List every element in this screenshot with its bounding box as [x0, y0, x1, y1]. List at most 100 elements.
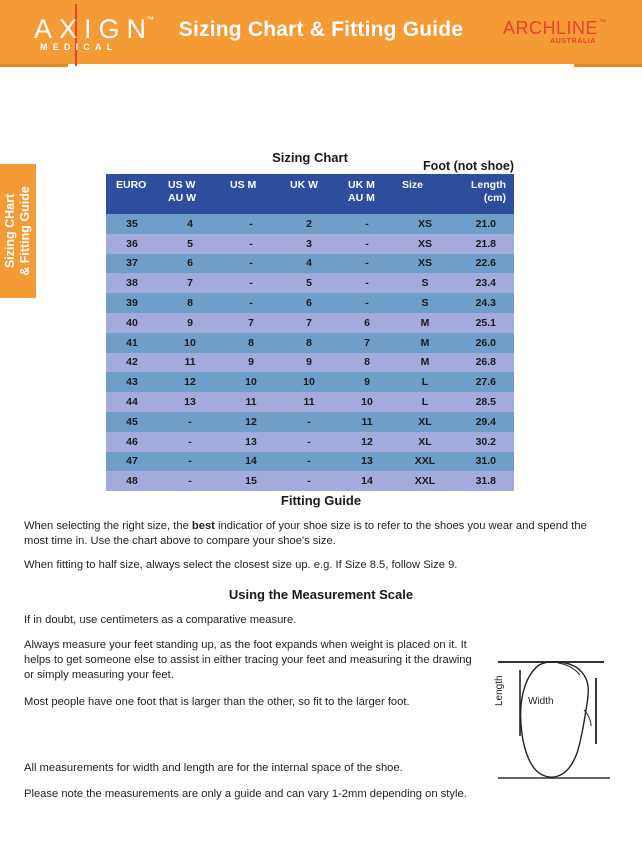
- column-header-us-m-label: US M: [230, 179, 257, 191]
- table-cell: -: [158, 411, 222, 432]
- table-cell: 9: [158, 312, 222, 333]
- table-cell: 24.3: [454, 293, 514, 313]
- table-cell: 11: [158, 352, 222, 373]
- axign-logo: AXIGN ™ MEDICAL: [28, 4, 178, 66]
- table-cell: 10: [222, 372, 280, 393]
- table-cell: 8: [158, 293, 222, 313]
- fitting-guide-paragraph-1: When selecting the right size, the best …: [24, 519, 594, 549]
- archline-logo-trademark-icon: ™: [599, 19, 606, 26]
- table-cell: 12: [338, 431, 396, 452]
- foot-diagram-length-label: Length: [494, 675, 505, 706]
- table-cell: 11: [222, 392, 280, 412]
- table-row: 42 11 9 9 8 M 26.8: [106, 352, 514, 373]
- foot-outline-icon: [498, 661, 610, 779]
- column-header-length: Length (cm): [454, 174, 514, 214]
- table-row: 46-13-12 XL 30.2: [106, 431, 514, 452]
- table-cell: 8: [280, 332, 338, 353]
- side-tab-sizing-chart: Sizing CHart & Fitting Guide: [0, 164, 36, 298]
- table-cell: 3: [280, 233, 338, 254]
- table-cell: -: [280, 471, 338, 492]
- table-cell: XXL: [396, 451, 454, 472]
- table-cell: 30.2: [454, 431, 514, 452]
- table-cell: 5: [280, 273, 338, 294]
- table-cell: -: [222, 233, 280, 254]
- archline-logo-wordmark: ARCHLINE: [502, 18, 598, 38]
- table-row: 45-12-11 XL 29.4: [106, 411, 514, 432]
- table-row: 38 7-5- S 23.4: [106, 273, 514, 294]
- table-cell: 46: [106, 431, 158, 452]
- table-header-row: EURO US W AU W US M UK W UK M AU M Size: [106, 174, 514, 214]
- measurement-paragraph-5: Please note the measurements are only a …: [24, 788, 467, 800]
- table-cell: 13: [158, 392, 222, 412]
- table-cell: 14: [222, 451, 280, 472]
- page-title: Sizing Chart & Fitting Guide: [178, 18, 464, 41]
- table-cell: 23.4: [454, 273, 514, 294]
- table-cell: 28.5: [454, 392, 514, 412]
- table-cell: 44: [106, 392, 158, 412]
- table-cell: 7: [338, 332, 396, 353]
- table-row: 39 8-6- S 24.3: [106, 293, 514, 313]
- table-cell: 36: [106, 233, 158, 254]
- table-cell: -: [222, 293, 280, 313]
- measurement-paragraph-4: All measurements for width and length ar…: [24, 762, 403, 774]
- table-cell: 35: [106, 214, 158, 234]
- table-row: 41 10 8 8 7 M 26.0: [106, 332, 514, 353]
- table-cell: 39: [106, 293, 158, 313]
- table-cell: M: [396, 352, 454, 373]
- table-cell: -: [338, 214, 396, 234]
- table-cell: 15: [222, 471, 280, 492]
- table-cell: 4: [280, 253, 338, 274]
- fitting-guide-paragraph-2: When fitting to half size, always select…: [24, 559, 458, 571]
- table-cell: 8: [222, 332, 280, 353]
- fitting-guide-p1-emphasis: best: [191, 520, 215, 532]
- foot-measurement-diagram: Width Length: [492, 648, 634, 784]
- table-cell: XS: [396, 253, 454, 274]
- table-cell: 7: [280, 312, 338, 333]
- measurement-paragraph-3: Most people have one foot that is larger…: [24, 696, 410, 708]
- table-cell: -: [338, 293, 396, 313]
- table-row: 35 4-2- XS 21.0: [106, 214, 514, 234]
- axign-logo-red-bar: [75, 4, 77, 66]
- side-tab-label-line2: & Fitting Guide: [18, 186, 32, 276]
- header-divider-left-segment: [0, 64, 68, 67]
- foot-not-shoe-label: Foot (not shoe): [423, 159, 514, 173]
- header-divider-right-segment: [574, 64, 642, 67]
- table-cell: 2: [280, 214, 338, 234]
- table-row: 37 6-4- XS 22.6: [106, 253, 514, 274]
- table-row: 48-15-14 XXL 31.8: [106, 471, 514, 492]
- table-cell: 25.1: [454, 312, 514, 333]
- table-cell: 13: [338, 451, 396, 472]
- table-cell: 13: [222, 431, 280, 452]
- table-cell: 37: [106, 253, 158, 274]
- table-cell: 10: [158, 332, 222, 353]
- table-cell: 26.8: [454, 352, 514, 373]
- table-cell: 10: [338, 392, 396, 412]
- table-cell: -: [280, 431, 338, 452]
- header-divider: [0, 64, 642, 67]
- table-cell: 8: [338, 352, 396, 373]
- table-cell: 48: [106, 471, 158, 492]
- table-cell: 45: [106, 411, 158, 432]
- table-cell: -: [280, 411, 338, 432]
- table-cell: -: [222, 273, 280, 294]
- table-row: 40 9 7 7 6 M 25.1: [106, 312, 514, 333]
- axign-logo-trademark-icon: ™: [146, 15, 154, 24]
- page-header: AXIGN ™ MEDICAL Sizing Chart & Fitting G…: [0, 0, 642, 66]
- table-cell: 9: [222, 352, 280, 373]
- table-cell: 29.4: [454, 411, 514, 432]
- table-cell: 9: [338, 372, 396, 393]
- table-cell: 6: [338, 312, 396, 333]
- table-cell: 4: [158, 214, 222, 234]
- table-cell: 41: [106, 332, 158, 353]
- table-cell: 5: [158, 233, 222, 254]
- sizing-chart-table: EURO US W AU W US M UK W UK M AU M Size: [106, 174, 514, 492]
- table-cell: -: [338, 233, 396, 254]
- table-cell: -: [158, 451, 222, 472]
- column-header-uk-m: UK M AU M: [338, 174, 396, 214]
- table-cell: 11: [338, 411, 396, 432]
- table-cell: S: [396, 273, 454, 294]
- table-cell: S: [396, 293, 454, 313]
- foot-diagram-width-label: Width: [528, 696, 554, 707]
- sizing-chart-heading: Sizing Chart: [272, 150, 348, 165]
